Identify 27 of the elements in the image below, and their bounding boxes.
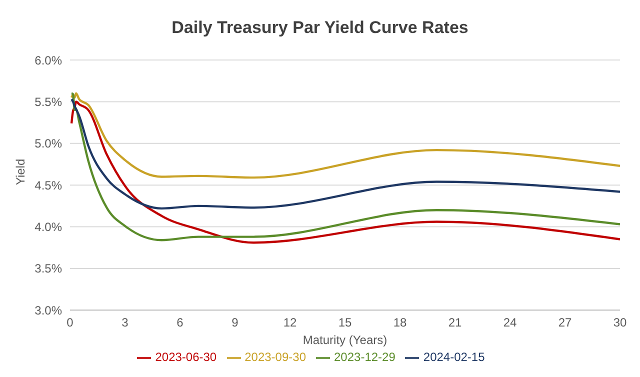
x-axis-title: Maturity (Years) xyxy=(302,333,388,348)
x-tick-label: 18 xyxy=(393,316,407,330)
y-tick-label: 5.0% xyxy=(34,136,62,151)
x-tick-label: 3 xyxy=(122,316,129,330)
y-tick-label: 4.0% xyxy=(34,220,62,234)
x-tick-label: 27 xyxy=(558,316,572,330)
y-tick-label: 3.5% xyxy=(34,262,62,276)
x-tick-label: 24 xyxy=(503,316,517,330)
legend-label: 2023-06-30 xyxy=(155,350,217,364)
x-tick-label: 21 xyxy=(448,316,462,330)
y-tick-label: 3.0% xyxy=(34,303,62,318)
x-tick-label: 9 xyxy=(232,316,239,330)
x-tick-label: 12 xyxy=(283,316,297,330)
chart-title: Daily Treasury Par Yield Curve Rates xyxy=(170,17,470,39)
x-tick-label: 30 xyxy=(613,316,627,330)
x-tick-label: 0 xyxy=(66,316,74,330)
legend-label: 2024-02-15 xyxy=(423,350,485,364)
x-tick-label: 15 xyxy=(338,316,352,330)
y-axis-title: Yield xyxy=(13,158,28,186)
line-series xyxy=(70,98,620,210)
x-tick-label: 6 xyxy=(176,316,184,330)
y-tick-label: 6.0% xyxy=(34,53,62,68)
line-series xyxy=(70,92,620,179)
legend-label: 2023-12-29 xyxy=(334,350,396,364)
y-tick-label: 4.5% xyxy=(34,178,62,192)
y-tick-label: 5.5% xyxy=(34,94,62,109)
legend-label: 2023-09-30 xyxy=(244,350,306,364)
